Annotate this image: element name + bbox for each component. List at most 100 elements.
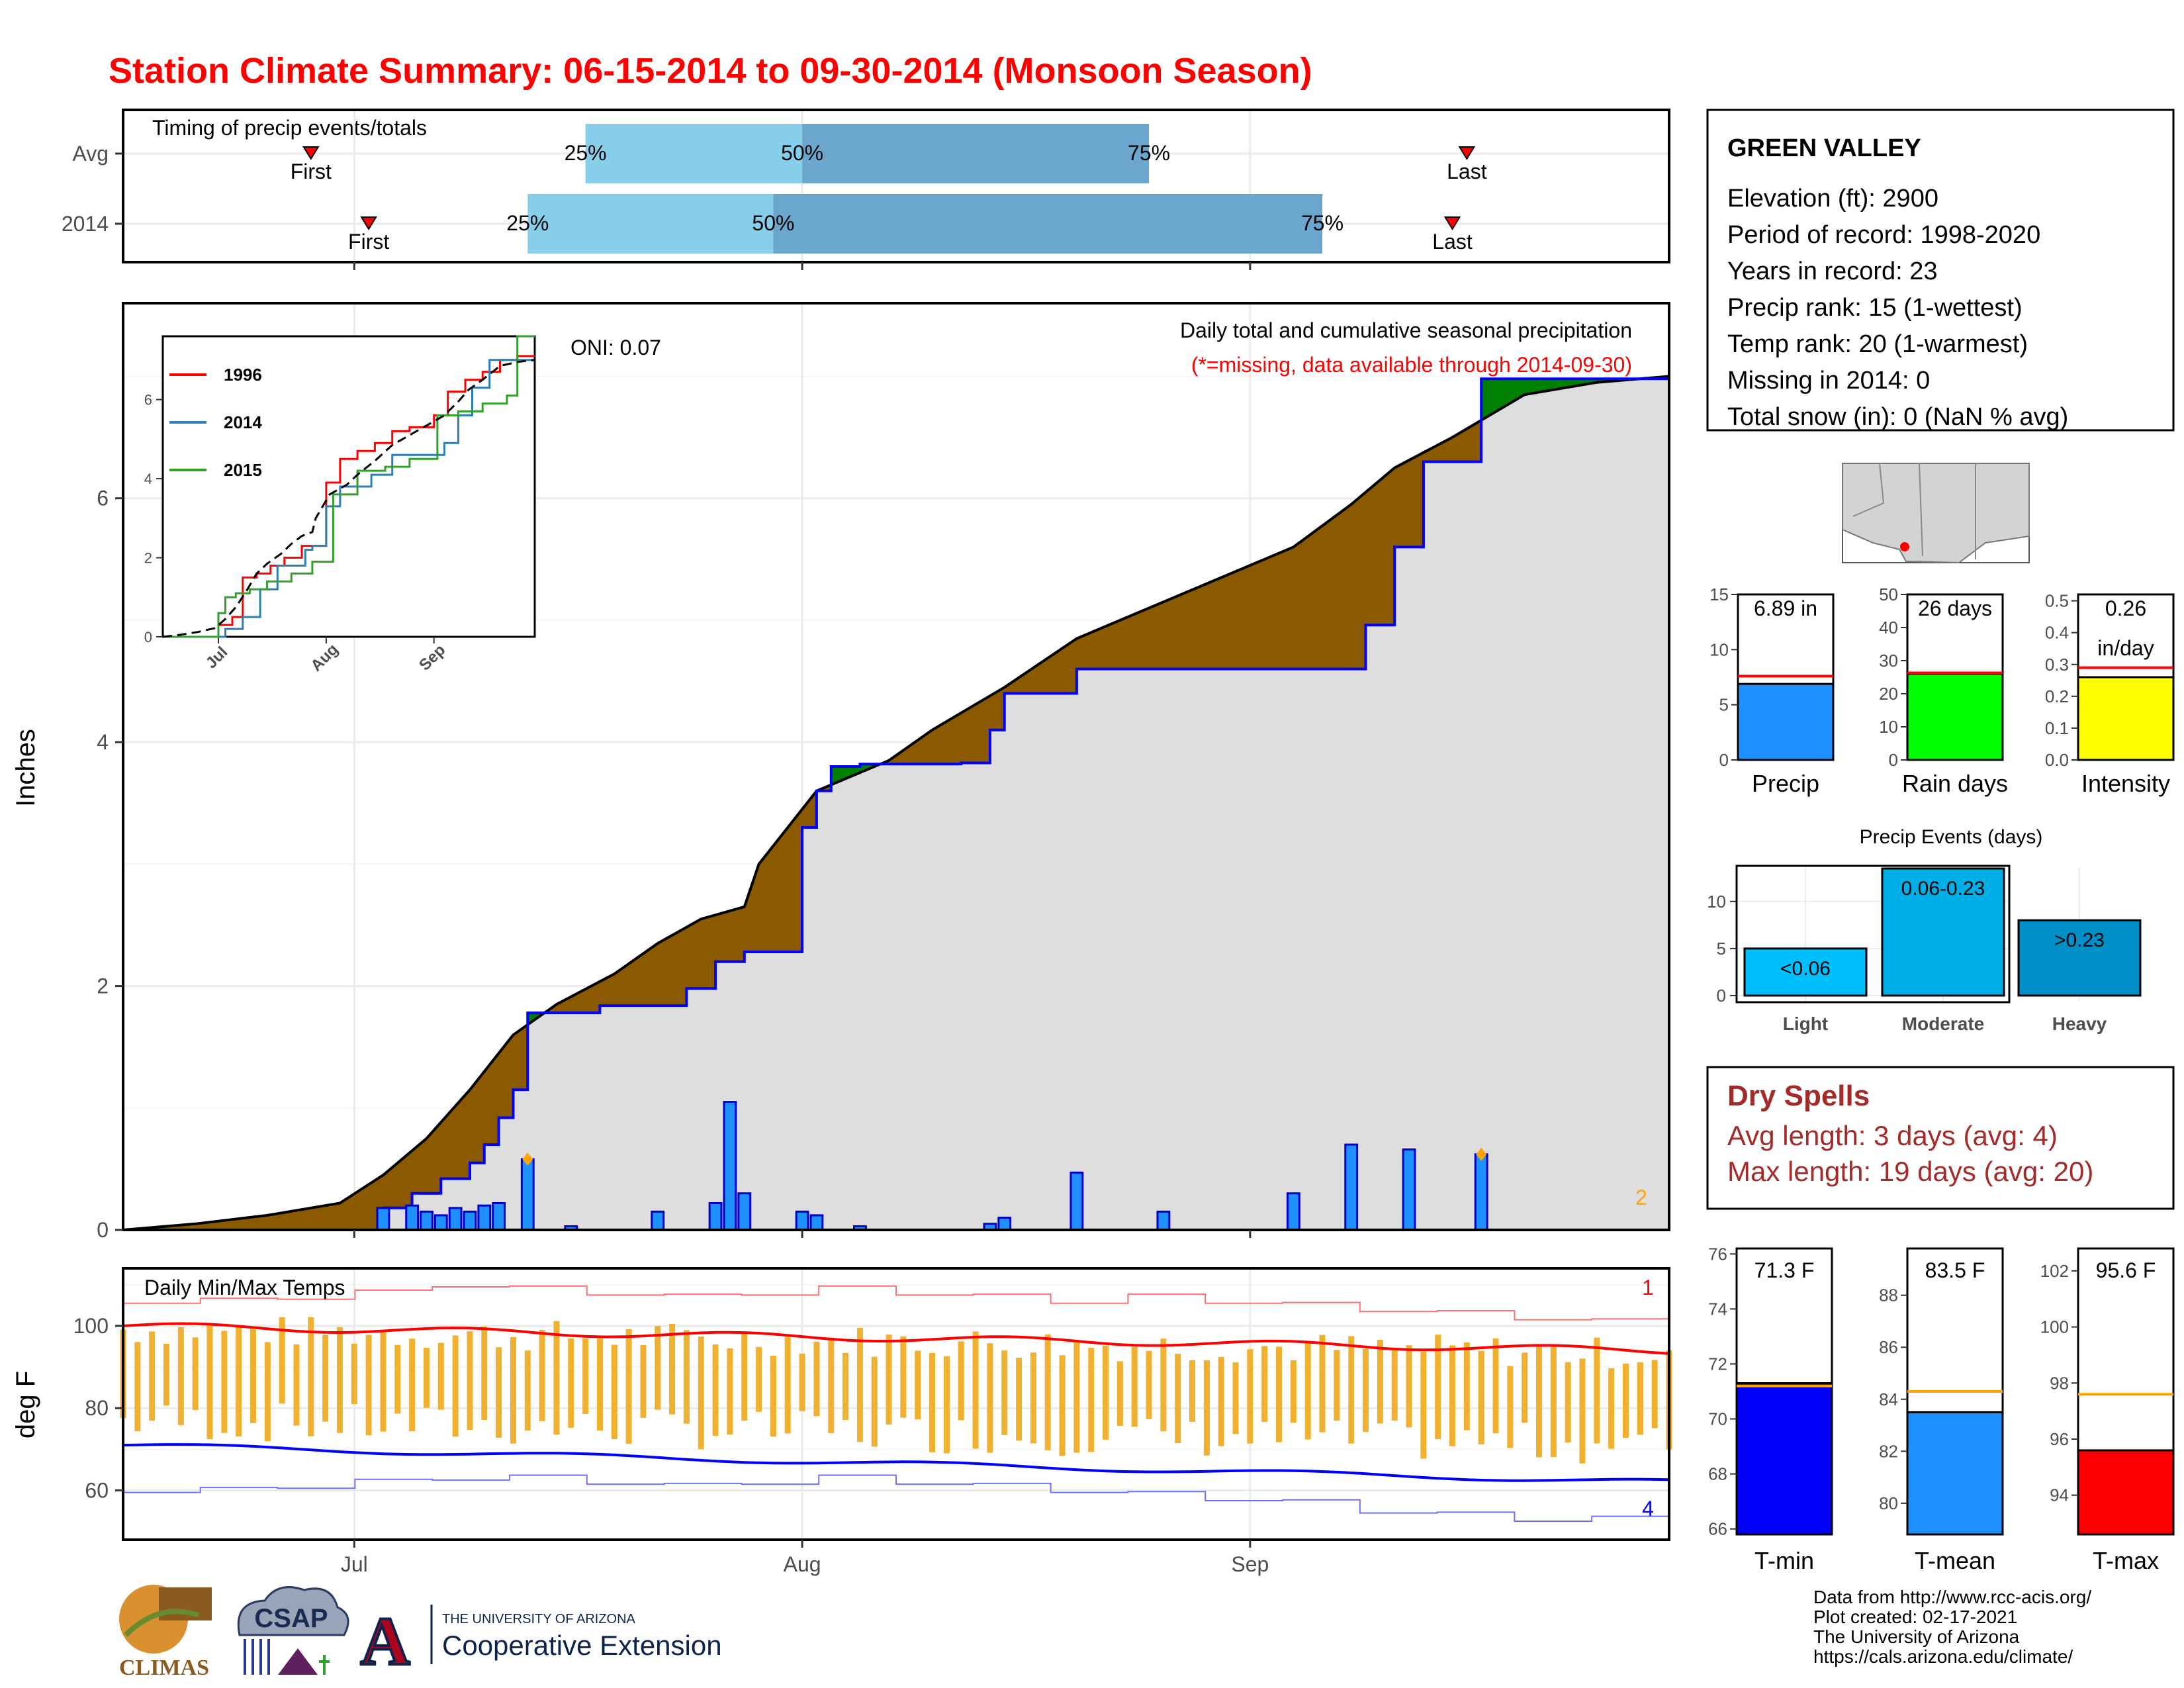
daily-temp-range-bar xyxy=(1203,1360,1210,1456)
daily-temp-range-bar xyxy=(625,1329,632,1444)
temperature-summary-bars: 66 68 70 72 74 76 71.3 F T-min 80 82 84 86 88 83.5 F T… xyxy=(1708,1244,2175,1574)
station-info-line: Period of record: 1998-2020 xyxy=(1727,221,2040,249)
mini-bar-value-text: 26 days xyxy=(1918,596,1992,620)
logo-university-of-arizona: A THE UNIVERSITY OF ARIZONA Cooperative … xyxy=(359,1602,722,1681)
mini-bar-tick-label: 0.3 xyxy=(2045,655,2069,675)
obs-cumulative-line xyxy=(123,376,1670,1231)
timing-marker xyxy=(360,216,377,230)
precip-events-chart: Precip Events (days) 0 5 10 <0.06 Light 0.06-… xyxy=(1707,826,2142,1034)
daily-temp-range-bar xyxy=(1420,1352,1427,1459)
daily-temp-range-bar xyxy=(1160,1338,1167,1432)
daily-temp-range-bar xyxy=(1146,1350,1152,1419)
csap-wordmark: CSAP xyxy=(254,1604,328,1633)
map-borders xyxy=(1852,463,1976,559)
daily-temp-range-bar xyxy=(1232,1362,1239,1434)
daily-temp-range-bar xyxy=(264,1342,271,1442)
events-y-tick-label: 5 xyxy=(1717,939,1726,959)
daily-temp-range-bar xyxy=(149,1331,156,1421)
dry-spells-frame xyxy=(1706,1066,2175,1210)
mini-bar-label: Precip xyxy=(1752,770,1819,797)
events-bar xyxy=(1743,947,1868,997)
mini-bar-tick-label: 5 xyxy=(1719,695,1729,715)
timing-quantile-label: 50% xyxy=(781,141,823,165)
mini-bar-fill xyxy=(2077,676,2175,761)
events-bar-text: <0.06 xyxy=(1780,958,1831,980)
avg-cumulative-line xyxy=(122,375,1670,1231)
station-info-line: Temp rank: 20 (1-warmest) xyxy=(1727,330,2028,358)
daily-temp-range-bar xyxy=(1247,1349,1253,1444)
mini-bar-tick-label: 0 xyxy=(1719,750,1729,770)
station-frame xyxy=(1706,109,2175,432)
events-category-label: Moderate xyxy=(1902,1013,1984,1034)
precip-y-tick-label: 6 xyxy=(97,487,109,510)
daily-temp-range-bar xyxy=(987,1343,993,1453)
inset-legend-label: 1996 xyxy=(224,365,262,385)
daily-precip-bar xyxy=(1069,1171,1084,1231)
temp-y-tick-label: 60 xyxy=(85,1478,109,1502)
avg-max-temp-line xyxy=(122,1322,1670,1355)
daily-temp-range-bar xyxy=(1435,1335,1441,1440)
precip-corner-note: 2 xyxy=(1635,1186,1647,1209)
daily-temp-range-bar xyxy=(322,1335,329,1422)
timing-marker-label: Last xyxy=(1432,230,1473,254)
daily-precip-bar xyxy=(520,1158,535,1231)
mini-bar-tick-label: 20 xyxy=(1879,684,1898,704)
daily-temp-range-bar xyxy=(856,1328,863,1442)
temp-note-bottom: 4 xyxy=(1642,1497,1654,1521)
daily-temp-range-bar xyxy=(842,1352,849,1421)
ua-name: THE UNIVERSITY OF ARIZONA xyxy=(442,1612,636,1626)
daily-precip-bar xyxy=(492,1201,506,1231)
daily-temp-range-bar xyxy=(915,1350,921,1420)
temp-title: Daily Min/Max Temps xyxy=(144,1276,345,1299)
temp-bar-tick-label: 66 xyxy=(1708,1519,1727,1539)
location-map xyxy=(1842,463,2030,564)
events-bar xyxy=(2017,919,2142,997)
daily-temp-range-bar xyxy=(900,1336,907,1418)
daily-temp-range-bar xyxy=(1103,1345,1109,1440)
daily-temp-range-bar xyxy=(1016,1358,1023,1441)
inset-legend-label: 2015 xyxy=(224,460,262,480)
events-title: Precip Events (days) xyxy=(1860,826,2043,848)
daily-temp-range-bar xyxy=(611,1344,617,1440)
ua-coop-extension: Cooperative Extension xyxy=(442,1630,722,1661)
daily-precip-bar xyxy=(463,1210,477,1231)
temp-bar-tick-label: 68 xyxy=(1708,1464,1727,1484)
daily-temp-range-bar xyxy=(568,1338,574,1428)
temp-bar-tick-label: 74 xyxy=(1708,1299,1727,1319)
footer-credits: Data from http://www.rcc-acis.org/Plot c… xyxy=(1813,1587,2091,1667)
temp-y-tick-label: 100 xyxy=(73,1314,109,1338)
daily-temp-range-bar xyxy=(524,1350,531,1431)
inset-series-line xyxy=(163,355,535,638)
daily-precip-bar xyxy=(477,1204,492,1231)
daily-temp-range-bar xyxy=(380,1331,387,1432)
x-tick-label: Jul xyxy=(341,1552,368,1576)
temp-bar-label: T-min xyxy=(1754,1547,1814,1574)
temp-bar-tick-label: 102 xyxy=(2040,1261,2069,1281)
daily-temp-range-bar xyxy=(467,1331,473,1430)
daily-temp-range-bar xyxy=(1492,1338,1499,1434)
mini-bar-tick-label: 40 xyxy=(1879,618,1898,637)
daily-temp-range-bar xyxy=(1073,1340,1080,1453)
daily-precip-bar xyxy=(651,1210,665,1231)
daily-temp-range-bar xyxy=(712,1344,719,1436)
daily-precip-bar xyxy=(1402,1148,1416,1231)
timing-quantile-label: 75% xyxy=(1301,211,1343,235)
daily-temp-range-bar xyxy=(784,1336,791,1434)
station-info-line: Elevation (ft): 2900 xyxy=(1727,185,1938,212)
daily-temp-range-bar xyxy=(409,1338,416,1432)
events-bar-text: 0.06-0.23 xyxy=(1901,878,1985,900)
temp-bar-fill xyxy=(1735,1382,1833,1536)
daily-temp-range-bar xyxy=(727,1348,733,1435)
daily-temp-range-bar xyxy=(958,1341,964,1421)
precip-caption-missing: (*=missing, data available through 2014-… xyxy=(1191,353,1632,377)
temp-bar-label: T-mean xyxy=(1915,1547,1995,1574)
x-tick-label: Sep xyxy=(1231,1552,1269,1576)
daily-temp-range-bar xyxy=(1218,1357,1224,1446)
daily-precip-bar xyxy=(1344,1143,1359,1231)
daily-temp-range-bar xyxy=(886,1335,892,1425)
timing-marker xyxy=(302,146,320,160)
daily-temp-range-bar xyxy=(1276,1346,1283,1442)
daily-temp-range-bar xyxy=(1391,1348,1398,1421)
